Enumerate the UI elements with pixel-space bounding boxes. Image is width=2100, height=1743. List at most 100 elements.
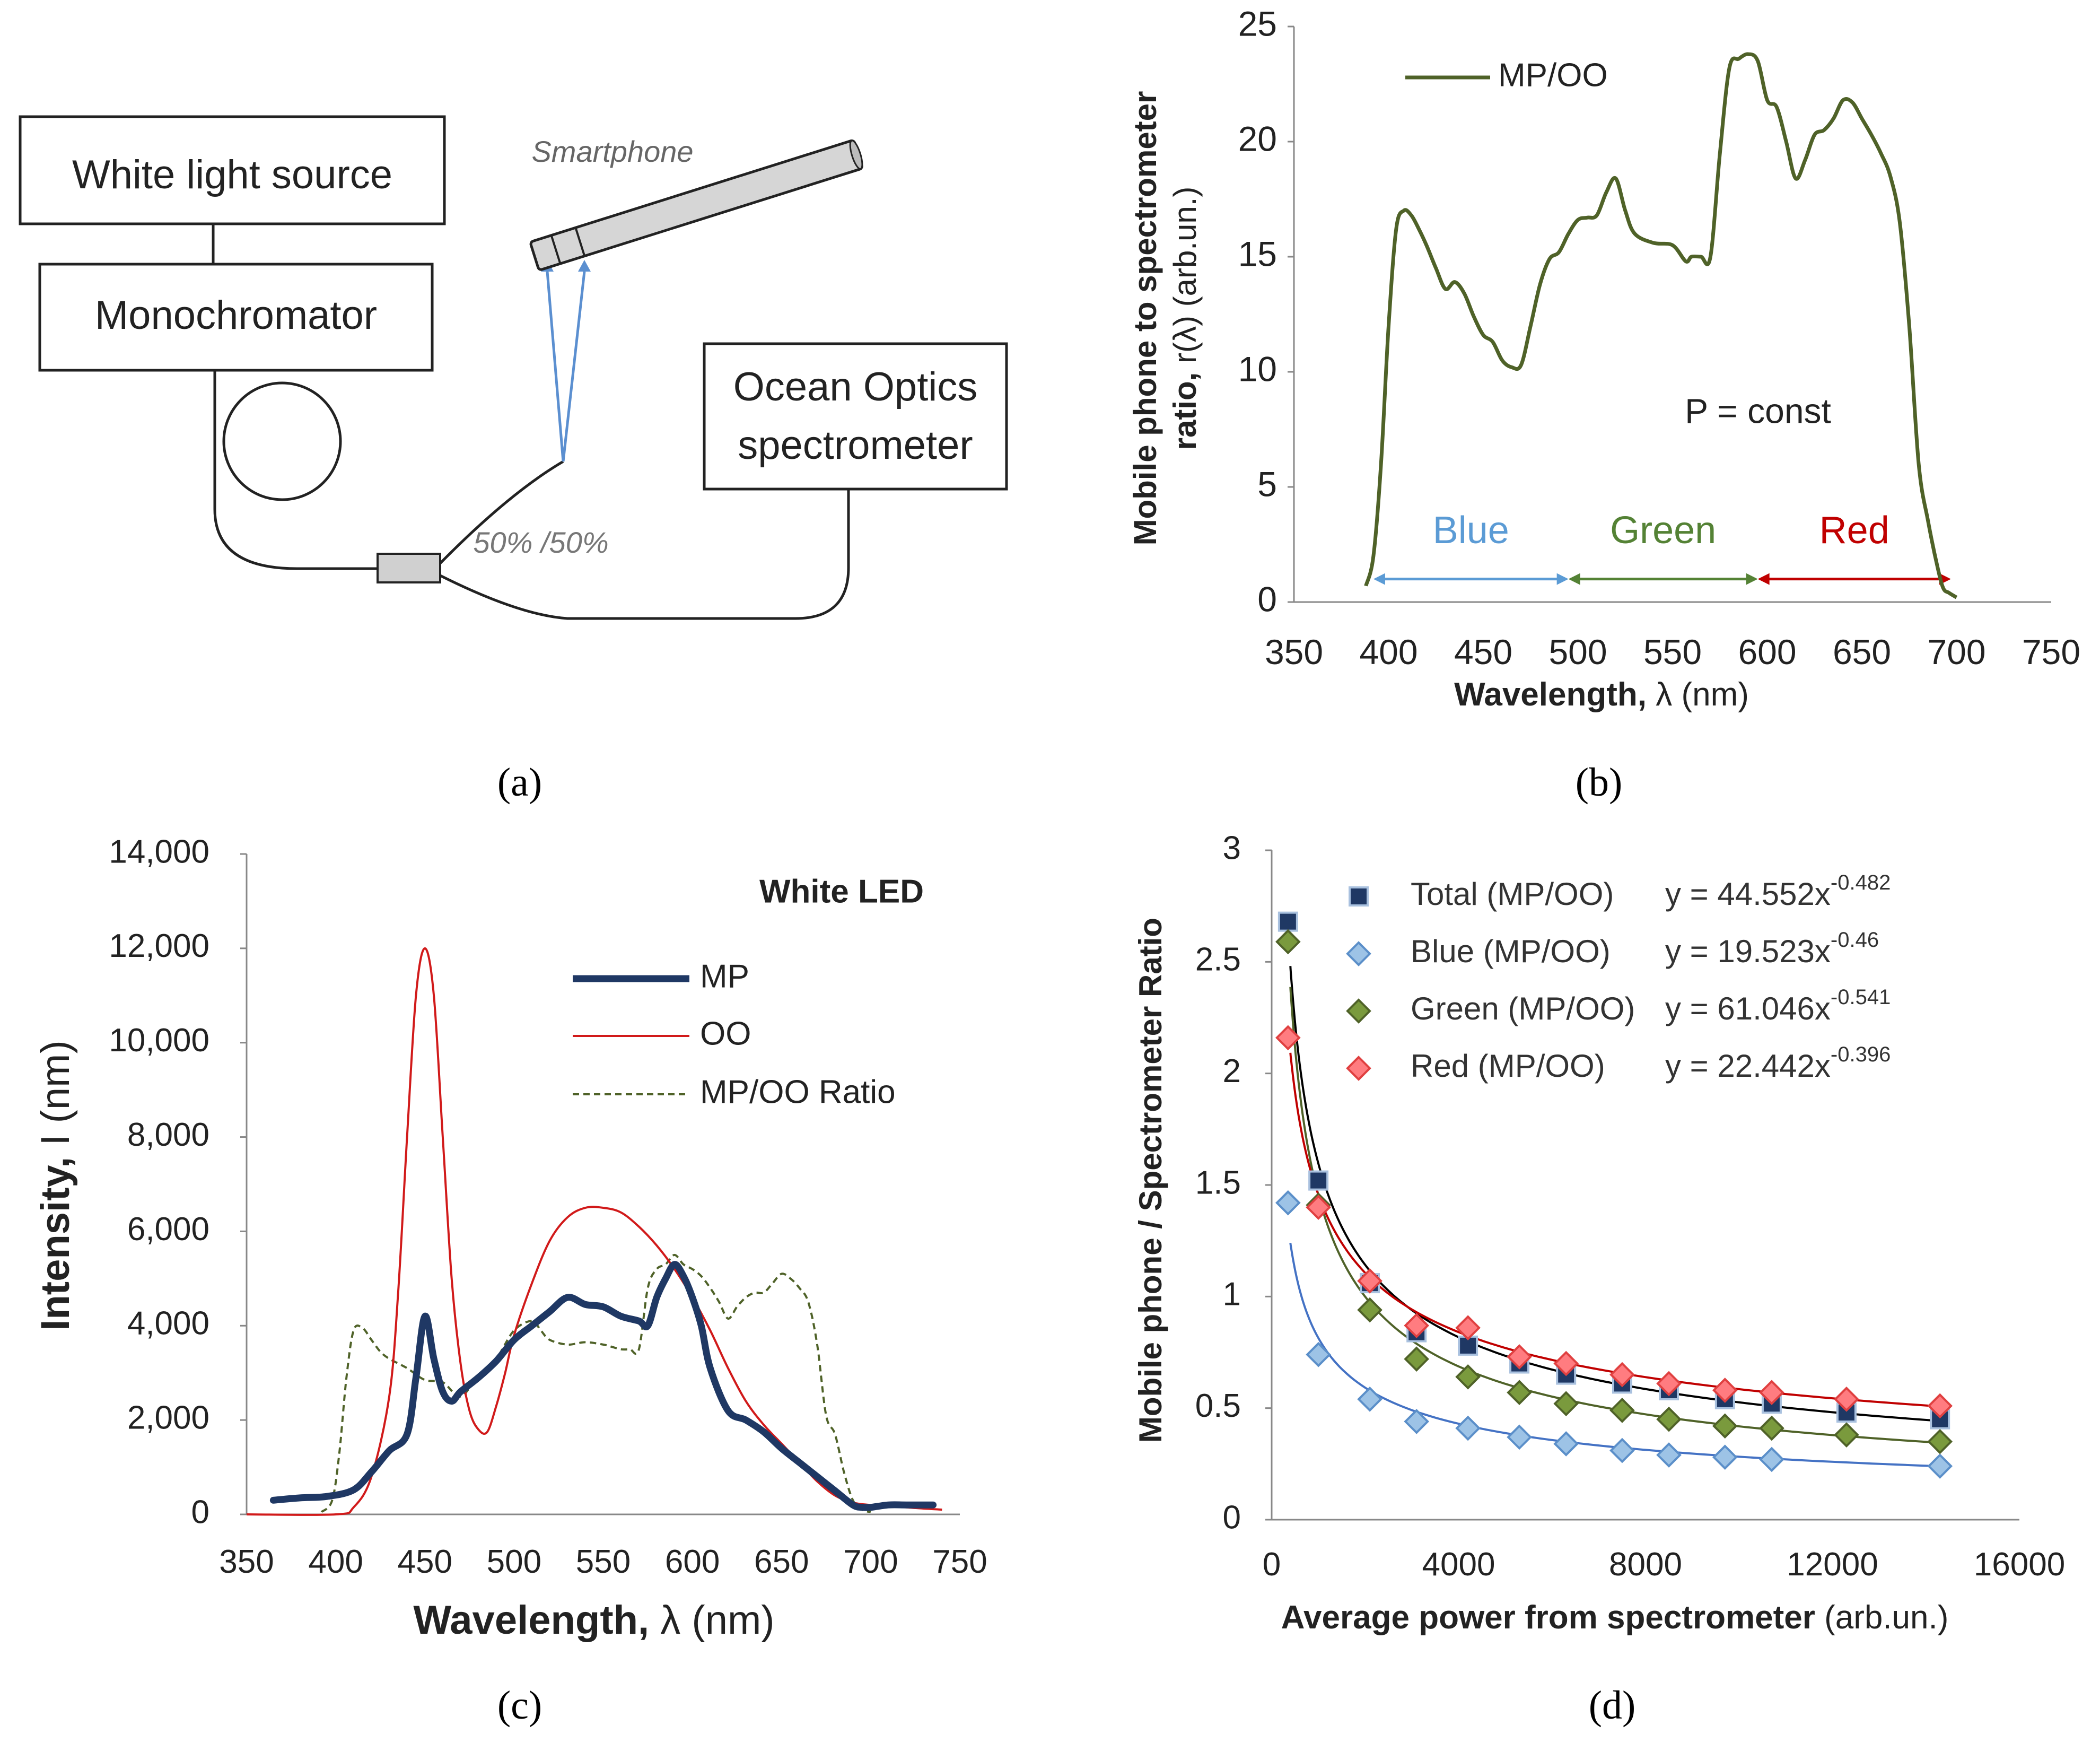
y-axis-title: Mobile phone / Spectrometer Ratio [1133,918,1168,1443]
legend-label-mp-oo-ratio: MP/OO Ratio [700,1074,896,1110]
data-point-red [1275,1025,1301,1051]
x-tick-label: 8000 [1609,1546,1682,1583]
mp-oo-ratio-line [1364,52,1958,599]
fit-line-total [1289,966,1940,1422]
white-led-spectrum-chart: 02,0004,0006,0008,00010,00012,00014,000 … [33,833,987,1643]
x-tick-label: 450 [1454,632,1512,672]
legend-label-red: Red (MP/OO) [1411,1048,1605,1084]
y-tick-label: 20 [1238,119,1277,158]
x-tick-label: 12000 [1787,1546,1878,1583]
y-tick-label: 1 [1223,1276,1241,1313]
y-tick-label: 0.5 [1195,1388,1241,1424]
band-label-red: Red [1819,509,1889,552]
data-point-green [1553,1391,1579,1417]
data-point-green [1455,1364,1481,1390]
x-tick-label: 0 [1263,1546,1281,1583]
splitter-ratio-label: 50% /50% [473,526,608,559]
y-axis-title-line2-rest: r(λ) (arb.un.) [1167,187,1203,363]
white-light-source-label: White light source [72,152,392,197]
data-point-green [1927,1428,1953,1454]
legend-marker-total [1349,886,1369,907]
data-point-blue [1759,1446,1784,1472]
legend: Total (MP/OO) y = 44.552x-0.482 Blue (MP/O… [1346,871,1891,1084]
legend-label-mp: MP [700,958,749,995]
x-axis-title-rest: λ (nm) [1656,676,1749,713]
light-beam-right [562,271,586,462]
fit-equation-prefix: y = 44.552x [1665,876,1831,912]
mp-oo-ratio-series-line [320,1253,871,1513]
y-tick-label: 0 [1257,579,1277,618]
data-point-blue [1609,1437,1635,1463]
beam-arrowhead-right [578,260,591,272]
data-point-red [1712,1378,1738,1403]
fit-equation-exponent: -0.46 [1831,928,1879,952]
band-arrowhead [1568,573,1580,585]
legend-label-total: Total (MP/OO) [1411,876,1614,912]
smartphone-segment-line [550,235,562,264]
fit-equation-green: y = 61.046x-0.541 [1665,986,1891,1026]
data-point-green [1609,1398,1635,1423]
x-axis-title-bold: Average power from spectrometer [1281,1599,1815,1636]
data-point-green [1834,1422,1859,1448]
x-tick-label: 700 [843,1544,898,1580]
data-point-total [1278,911,1298,932]
smartphone-label: Smartphone [531,135,693,168]
data-point-green [1275,929,1301,955]
x-tick-labels: 0 4000 8000 12000 16000 [1263,1546,2065,1583]
x-tick-label: 650 [754,1544,809,1580]
data-point-blue [1553,1431,1579,1457]
panel-label-a: (a) [497,760,542,805]
x-tick-label: 550 [576,1544,631,1580]
input-fiber [213,370,378,570]
white-light-source-box [19,115,446,225]
legend-label-oo: OO [700,1015,751,1052]
legend-marker-red [1346,1056,1371,1081]
panel-label-c: (c) [497,1683,542,1728]
y-tick-label: 0 [191,1494,209,1530]
x-tick-label: 750 [932,1544,987,1580]
y-axis-title-line2-bold: ratio, [1167,372,1203,450]
x-tick-label: 550 [1643,632,1702,672]
legend-label-green: Green (MP/OO) [1411,991,1635,1026]
fit-equation-prefix: y = 19.523x [1665,934,1831,969]
y-tick-label: 14,000 [109,833,209,870]
x-tick-label: 600 [1738,632,1796,672]
y-tick-label: 6,000 [127,1211,209,1248]
band-arrowhead [1373,573,1385,585]
x-tick-label: 450 [398,1544,452,1580]
data-point-red [1834,1387,1859,1412]
mp-series-line [269,1261,937,1511]
data-point-blue [1404,1409,1430,1434]
fit-line-red [1289,1052,1940,1408]
y-tick-label: 25 [1238,4,1277,43]
data-point-green [1656,1406,1682,1432]
y-tick-label: 1.5 [1195,1164,1241,1201]
data-point-red [1306,1195,1331,1220]
x-tick-label: 400 [308,1544,363,1580]
data-point-blue [1927,1453,1953,1479]
y-tick-label: 5 [1257,464,1277,503]
legend-marker-blue [1346,941,1371,966]
x-tick-label: 600 [665,1544,720,1580]
spectrometer-label-line2: spectrometer [738,423,973,468]
x-tick-label: 350 [1265,632,1323,672]
y-axis-title-line2: ratio, r(λ) (arb.un.) [1167,187,1203,450]
x-axis-title: Average power from spectrometer (arb.un.… [1281,1599,1949,1636]
band-arrowhead [1556,573,1569,585]
power-ratio-chart: 0 0.5 1 1.5 2 2.5 3 0 4000 8000 12000 16000 Total … [1133,830,2065,1636]
data-point-blue [1656,1442,1682,1468]
data-points [1275,911,1953,1479]
data-point-red [1507,1344,1532,1370]
y-axis-title-line1: Mobile phone to spectrometer [1127,91,1163,546]
panel-label-b: (b) [1576,760,1623,805]
band-label-blue: Blue [1433,509,1509,552]
chart-title-white-led: White LED [759,873,924,910]
data-point-red [1455,1315,1481,1341]
x-tick-labels: 350 400 450 500 550 600 650 700 750 [1265,632,2080,672]
fit-equation-total: y = 44.552x-0.482 [1665,871,1891,912]
x-axis-title-bold: Wavelength, [413,1598,649,1643]
monochromator-label: Monochromator [95,293,377,338]
y-tick-label: 8,000 [127,1117,209,1153]
y-axis-title-bold: Intensity, [33,1157,78,1331]
data-point-red [1357,1268,1382,1294]
